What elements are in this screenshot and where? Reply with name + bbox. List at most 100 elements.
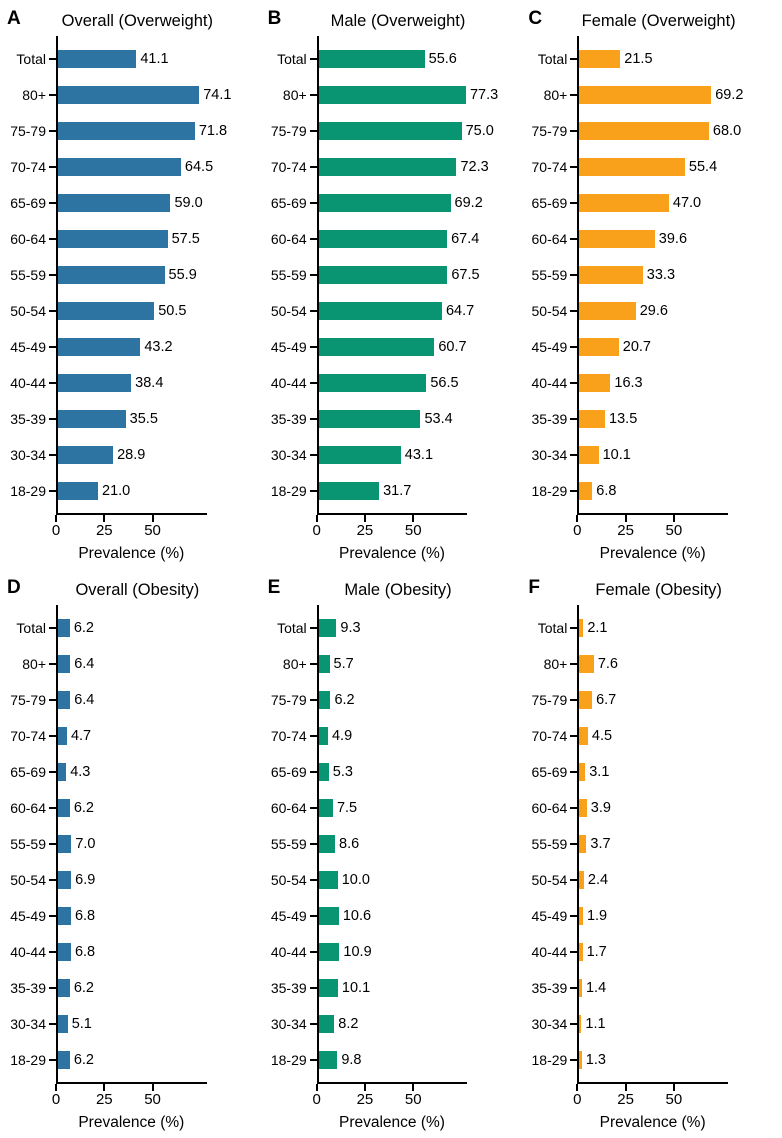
bar [318,907,339,925]
value-label: 6.2 [73,620,94,636]
category-label: Total [537,620,568,636]
bar [58,50,137,68]
x-tick-label: 0 [573,1091,582,1108]
value-label: 3.9 [590,800,611,816]
bar [58,943,71,961]
category-label: 75-79 [531,123,568,139]
category-label: 55-59 [531,267,568,283]
category-label: 70-74 [270,159,307,175]
value-label: 4.9 [331,728,353,744]
bar [58,979,70,997]
x-tick [624,515,627,522]
bar-row: Total 9.3 [277,610,468,646]
bar [58,338,141,356]
value-label: 3.7 [590,836,611,852]
value-label: 55.9 [168,267,197,283]
category-label: 18-29 [10,1052,46,1068]
bar [318,122,462,140]
bar-rows: Total 21.5 80+ 69.2 75-79 68.0 70-74 55.4 65-69 4… [532,36,743,513]
bar-row: 60-64 6.2 [10,790,207,826]
category-label: 55-59 [270,267,307,283]
x-tick [672,1084,675,1091]
value-label: 77.3 [469,87,499,103]
x-tick [103,515,106,522]
bar-row: 18-29 31.7 [271,473,468,509]
panel-header: F Female (Obesity) [521,575,782,605]
panel-letter: E [267,577,281,598]
value-label: 6.2 [73,1052,94,1068]
bar-row: 50-54 50.5 [10,293,207,329]
bar [58,799,70,817]
bar [318,943,340,961]
category-label: 40-44 [10,944,46,960]
category-label: 70-74 [531,159,568,175]
x-tick-labels: 0 25 50 [573,522,728,542]
bar [579,655,594,673]
x-tick-label: 25 [95,1091,113,1108]
x-tick [576,515,579,522]
bar-row: 40-44 16.3 [532,365,728,401]
value-label: 7.5 [336,800,358,816]
category-label: 80+ [22,656,46,672]
x-tick-label: 0 [312,522,321,539]
category-label: Total [537,51,568,67]
value-label: 71.8 [198,123,228,139]
x-tick-label: 0 [312,1091,321,1108]
bar-row: 30-34 10.1 [532,437,728,473]
x-axis [315,513,468,522]
category-label: 50-54 [270,303,307,319]
bar-row: 60-64 57.5 [10,221,207,257]
value-label: 1.3 [585,1052,606,1068]
panel-header: D Overall (Obesity) [0,575,261,605]
bar [318,86,466,104]
category-label: 70-74 [531,728,568,744]
category-label: 70-74 [10,728,46,744]
bar-row: Total 6.2 [16,610,207,646]
category-label: 55-59 [270,836,307,852]
bar-row: 45-49 6.8 [10,898,207,934]
x-tick-label: 25 [356,522,374,539]
panel-c-female-overweight: C Female (Overweight) Total 21.5 80+ 69.2 75… [521,0,782,569]
bar-row: 50-54 10.0 [271,862,468,898]
bar-row: 18-29 1.3 [532,1042,728,1078]
value-label: 16.3 [614,375,643,391]
bar-row: 40-44 10.9 [271,934,468,970]
bar-row: 70-74 64.5 [10,149,213,185]
category-label: 18-29 [531,483,568,499]
bar-row: 70-74 72.3 [271,149,489,185]
bar-row: 35-39 1.4 [532,970,728,1006]
bar [318,1051,338,1069]
panel-title: Overall (Overweight) [61,12,213,30]
x-tick-label: 50 [665,1091,683,1108]
category-label: Total [277,620,307,636]
x-tick [55,1084,57,1091]
x-axis [576,1082,728,1091]
bar-row: 80+ 74.1 [22,77,231,113]
bar [58,374,132,392]
x-axis-label: Prevalence (%) [78,545,185,562]
value-label: 67.4 [451,231,480,247]
bar [318,482,380,500]
value-label: 50.5 [158,303,187,319]
bar [58,727,67,745]
x-tick-label: 25 [617,1091,634,1108]
x-tick-label: 0 [573,522,582,539]
bar [318,230,448,248]
bar-row: 18-29 21.0 [10,473,207,509]
value-label: 38.4 [135,375,164,391]
bar-row: 35-39 35.5 [10,401,207,437]
category-label: 75-79 [531,692,568,708]
bar [579,619,584,637]
x-tick [412,1084,415,1091]
value-label: 6.8 [74,908,96,924]
bar [579,122,709,140]
value-label: 6.4 [74,656,95,672]
x-tick [55,515,57,522]
bar-row: 60-64 3.9 [532,790,728,826]
bar [58,446,114,464]
bar-row: 65-69 4.3 [10,754,207,790]
category-label: 60-64 [10,800,46,816]
bar-row: 55-59 55.9 [10,257,207,293]
x-tick-label: 25 [356,1091,374,1108]
